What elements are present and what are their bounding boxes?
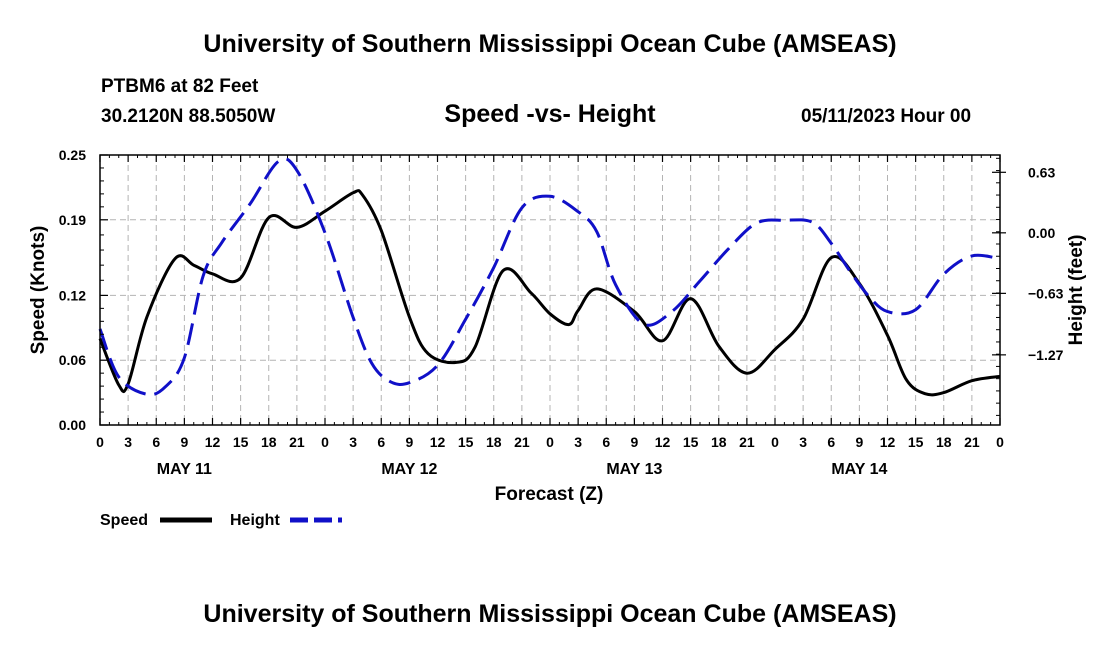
x-tick-label: 21 xyxy=(514,434,530,450)
x-tick-label: 15 xyxy=(908,434,924,450)
date-label: MAY 12 xyxy=(381,461,437,478)
y-axis-right-title: Height (feet) xyxy=(1066,235,1087,346)
y-left-tick-label: 0.19 xyxy=(59,212,86,228)
x-axis-title: Forecast (Z) xyxy=(495,484,604,505)
y-left-tick-label: 0.25 xyxy=(59,147,86,163)
legend-label-speed: Speed xyxy=(100,512,148,529)
ticks-layer xyxy=(99,154,1006,426)
chart-footer-title: University of Southern Mississippi Ocean… xyxy=(203,600,897,628)
series-line-height xyxy=(98,157,1001,397)
x-tick-label: 9 xyxy=(405,434,413,450)
x-tick-label: 3 xyxy=(349,434,357,450)
x-tick-label: 6 xyxy=(827,434,835,450)
chart-main-title: University of Southern Mississippi Ocean… xyxy=(203,30,897,58)
x-tick-label: 18 xyxy=(936,434,952,450)
x-tick-label: 0 xyxy=(996,434,1004,450)
x-tick-label: 0 xyxy=(96,434,104,450)
x-tick-label: 18 xyxy=(711,434,727,450)
x-tick-label: 21 xyxy=(289,434,305,450)
x-tick-label: 3 xyxy=(799,434,807,450)
x-tick-label: 15 xyxy=(458,434,474,450)
date-label: MAY 14 xyxy=(831,461,887,478)
chart-subtitle: Speed -vs- Height xyxy=(444,100,656,128)
x-tick-label: 12 xyxy=(880,434,896,450)
x-tick-label: 9 xyxy=(630,434,638,450)
x-tick-label: 21 xyxy=(964,434,980,450)
legend-label-height: Height xyxy=(230,512,280,529)
legend: Speed Height xyxy=(100,512,342,529)
y-axis-left-title: Speed (Knots) xyxy=(28,226,49,355)
x-tick-label: 6 xyxy=(152,434,160,450)
y-right-tick-label: −1.27 xyxy=(1028,347,1064,363)
y-right-tick-label: 0.00 xyxy=(1028,225,1055,241)
x-tick-label: 15 xyxy=(683,434,699,450)
x-tick-label: 9 xyxy=(180,434,188,450)
x-tick-label: 0 xyxy=(771,434,779,450)
series-layer xyxy=(98,157,1001,397)
x-tick-label: 3 xyxy=(574,434,582,450)
y-left-tick-label: 0.12 xyxy=(59,287,86,303)
x-tick-label: 0 xyxy=(546,434,554,450)
y-right-tick-label: −0.63 xyxy=(1028,285,1064,301)
x-tick-label: 18 xyxy=(486,434,502,450)
y-left-tick-label: 0.00 xyxy=(59,417,86,433)
x-tick-label: 3 xyxy=(124,434,132,450)
date-label: MAY 11 xyxy=(157,461,212,478)
x-tick-label: 6 xyxy=(602,434,610,450)
x-tick-label: 6 xyxy=(377,434,385,450)
x-tick-label: 21 xyxy=(739,434,755,450)
x-tick-label: 0 xyxy=(321,434,329,450)
station-coordinates: 30.2120N 88.5050W xyxy=(101,106,276,127)
labels-layer: 0 3 6 9 12 15 18 21 0 3 6 9 12 15 18 21 0 3 6 9 12 15 18 21 0 3 6 9… xyxy=(59,147,1064,478)
date-label: MAY 13 xyxy=(606,461,662,478)
x-tick-label: 12 xyxy=(655,434,671,450)
x-tick-label: 9 xyxy=(855,434,863,450)
forecast-datetime: 05/11/2023 Hour 00 xyxy=(801,106,972,127)
x-tick-label: 15 xyxy=(233,434,249,450)
x-tick-label: 18 xyxy=(261,434,277,450)
x-tick-label: 12 xyxy=(205,434,221,450)
y-left-tick-label: 0.06 xyxy=(59,352,86,368)
x-tick-label: 12 xyxy=(430,434,446,450)
station-name: PTBM6 at 82 Feet xyxy=(101,76,259,97)
y-right-tick-label: 0.63 xyxy=(1028,164,1055,180)
